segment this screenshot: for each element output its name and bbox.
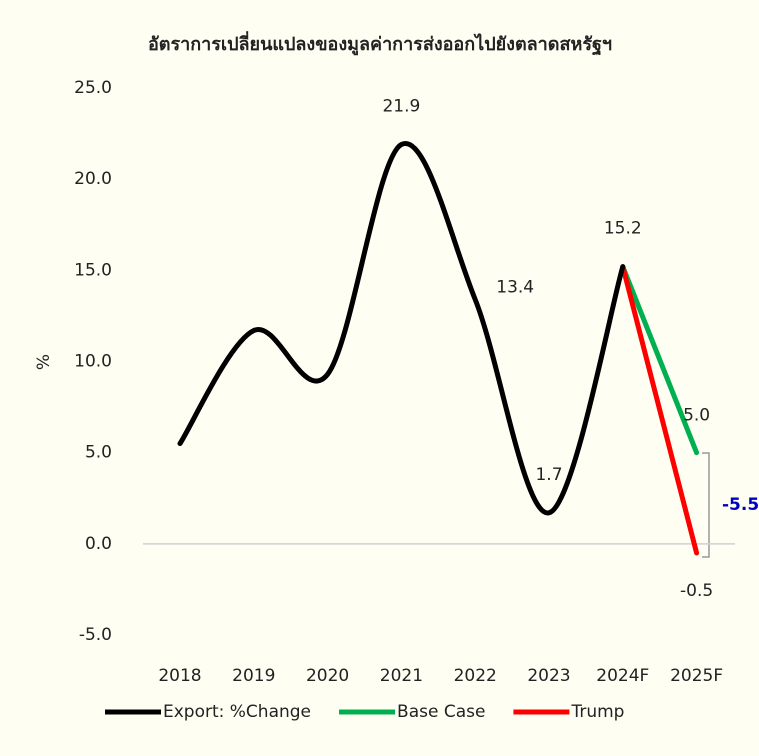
y-tick-label: 25.0	[74, 78, 112, 98]
y-tick-label: 20.0	[74, 169, 112, 189]
series-line	[177, 141, 626, 516]
data-label: -0.5	[680, 581, 713, 601]
y-tick-label: 15.0	[74, 260, 112, 280]
data-label: 1.7	[535, 465, 562, 485]
y-tick-label: 10.0	[74, 352, 112, 372]
x-tick-label: 2023	[527, 666, 570, 686]
legend-label: Base Case	[397, 702, 485, 722]
legend-label: Trump	[570, 702, 624, 722]
data-label: 15.2	[604, 219, 642, 239]
y-axis-label: %	[34, 354, 54, 370]
x-tick-label: 2018	[158, 666, 201, 686]
y-tick-label: -5.0	[79, 625, 112, 645]
x-tick-label: 2024F	[596, 666, 649, 686]
x-tick-label: 2019	[232, 666, 275, 686]
data-label: 21.9	[382, 97, 420, 117]
series-line	[620, 264, 700, 456]
legend-label: Export: %Change	[163, 702, 311, 722]
x-tick-label: 2021	[380, 666, 423, 686]
x-tick-label: 2025F	[670, 666, 723, 686]
bracket-line	[702, 452, 710, 558]
annotation: -5.5	[722, 495, 759, 515]
x-tick-label: 2022	[454, 666, 497, 686]
y-tick-label: 0.0	[85, 534, 112, 554]
chart-title: อัตราการเปลี่ยนแปลงของมูลค่าการส่งออกไปย…	[148, 31, 612, 56]
data-label: 5.0	[683, 406, 710, 426]
data-label: 13.4	[496, 278, 534, 298]
x-tick-label: 2020	[306, 666, 349, 686]
bracket	[702, 452, 710, 558]
y-tick-label: 5.0	[85, 443, 112, 463]
series-line	[620, 264, 700, 556]
